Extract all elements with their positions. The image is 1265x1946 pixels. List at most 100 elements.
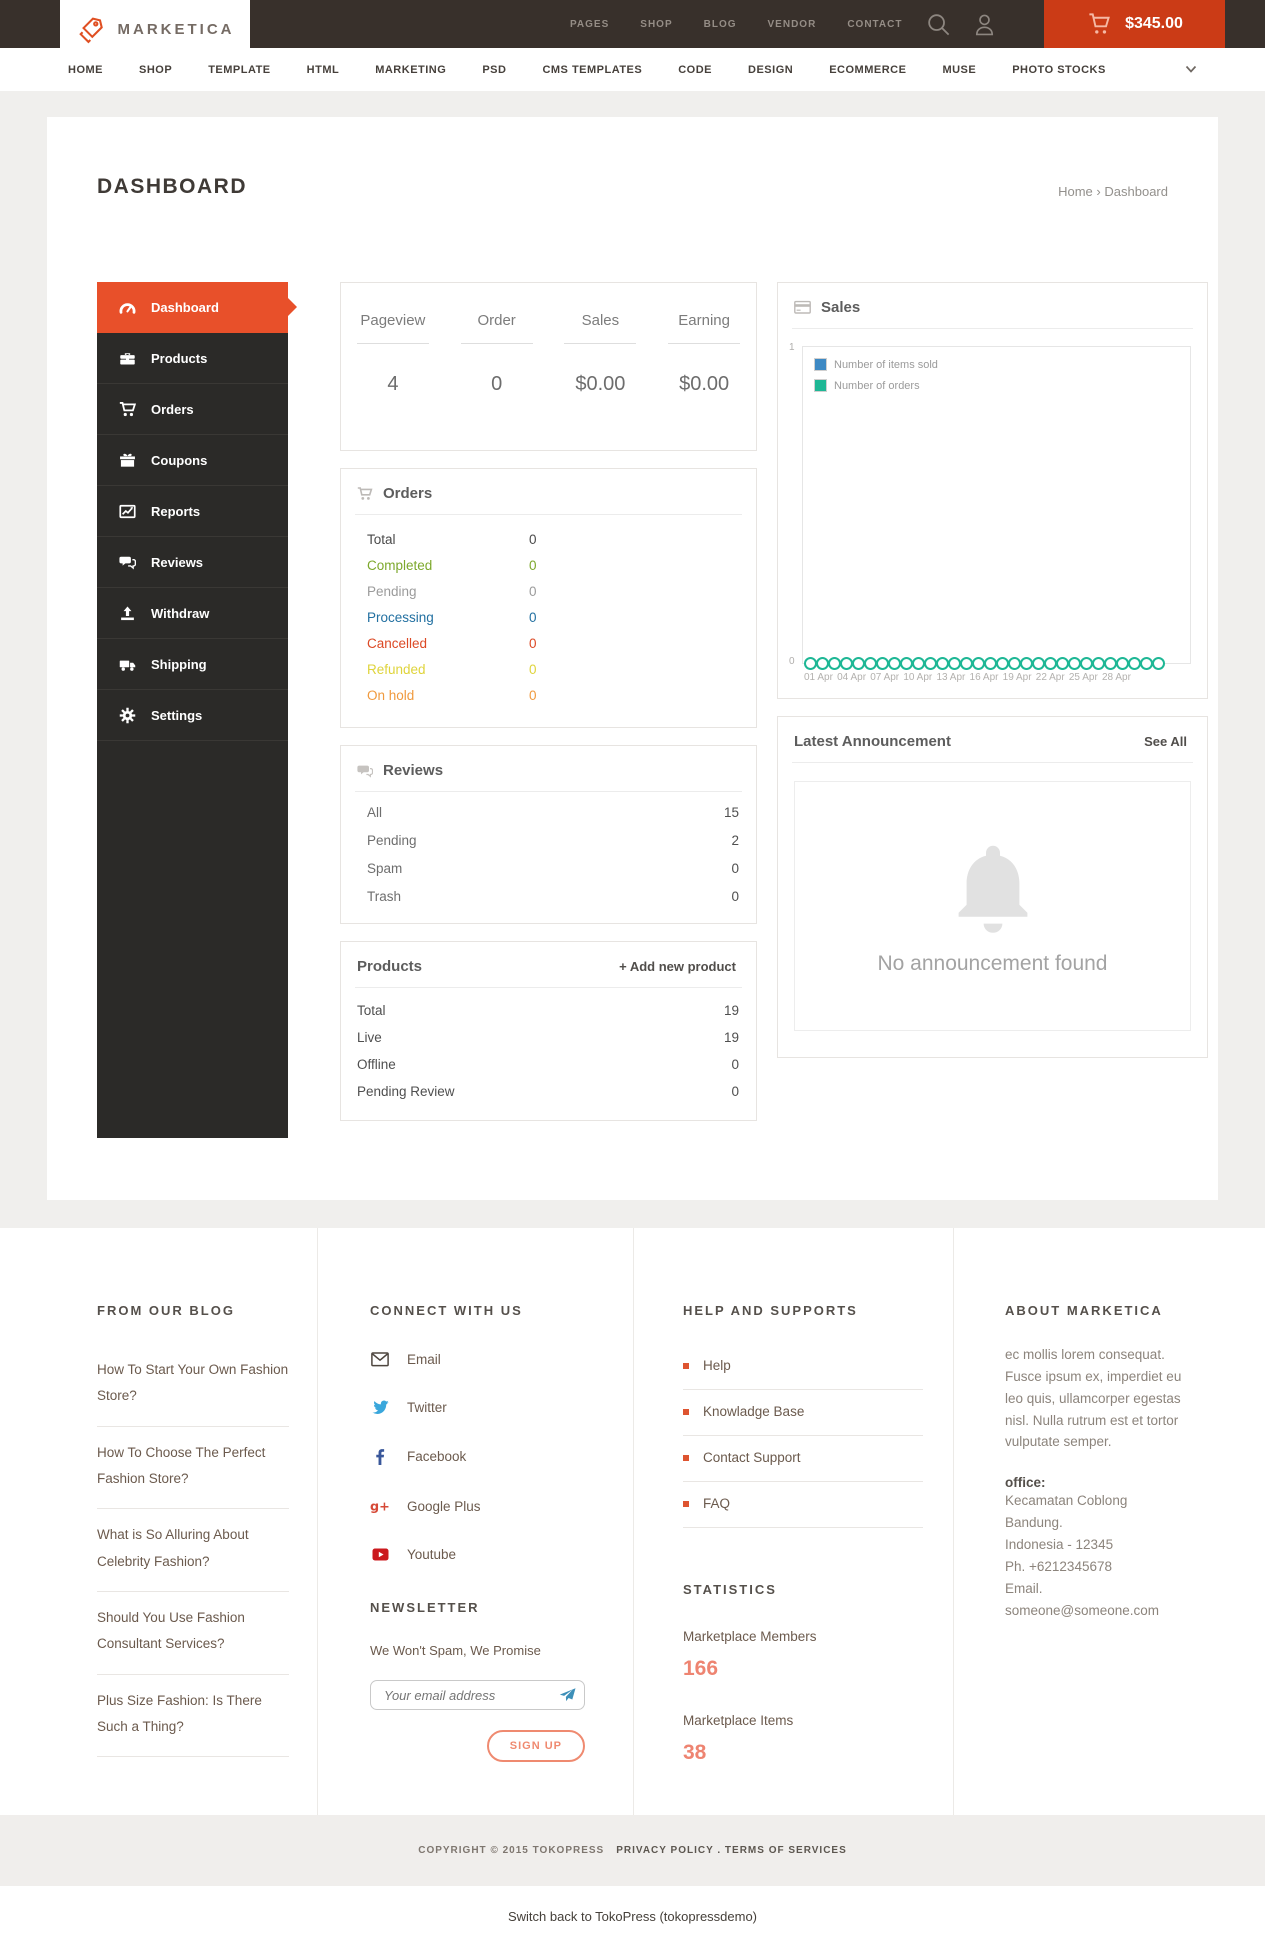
help-link[interactable]: Knowladge Base [683, 1390, 923, 1436]
nav-cms-templates[interactable]: CMS TEMPLATES [542, 63, 643, 76]
paper-plane-icon[interactable] [559, 1687, 576, 1703]
help-link[interactable]: Help [683, 1344, 923, 1390]
blog-post-link[interactable]: Should You Use Fashion Consultant Servic… [97, 1592, 289, 1675]
review-filter-row: Trash 0 [357, 886, 739, 907]
social-link-facebook[interactable]: Facebook [370, 1448, 603, 1465]
nav-design[interactable]: DESIGN [748, 63, 794, 76]
review-filter-link[interactable]: Spam [367, 861, 403, 876]
blog-post-link[interactable]: How To Start Your Own Fashion Store? [97, 1344, 289, 1427]
review-filter-link[interactable]: All [367, 805, 383, 820]
order-status-link[interactable]: Completed [367, 558, 433, 573]
stats-panel: Pageview 4 Order 0 Sales $0.00 [340, 282, 757, 451]
blog-post-link[interactable]: What is So Alluring About Celebrity Fash… [97, 1509, 289, 1592]
main-nav: HOME SHOP TEMPLATE HTML MARKETING PSD CM… [0, 48, 1265, 91]
social-link-twitter[interactable]: Twitter [370, 1400, 603, 1415]
blog-post-link[interactable]: Plus Size Fashion: Is There Such a Thing… [97, 1675, 289, 1758]
nav-marketing[interactable]: MARKETING [375, 63, 447, 76]
product-status-link[interactable]: Live [357, 1030, 382, 1045]
nav-muse[interactable]: MUSE [942, 63, 977, 76]
top-nav-blog[interactable]: BLOG [703, 18, 737, 30]
admin-bar: Switch back to TokoPress (tokopressdemo) [0, 1886, 1265, 1946]
nav-template[interactable]: TEMPLATE [208, 63, 271, 76]
sales-panel: Sales 1 0 Number of items sold [777, 282, 1208, 699]
user-icon[interactable] [972, 11, 997, 38]
order-status-link[interactable]: On hold [367, 688, 415, 703]
sidebar-item-dashboard[interactable]: Dashboard [97, 282, 297, 333]
order-status-count: 0 [529, 558, 537, 573]
order-status-row: Pending 0 [357, 579, 736, 605]
nav-ecommerce[interactable]: ECOMMERCE [829, 63, 907, 76]
sidebar-item-products[interactable]: Products [97, 333, 288, 384]
truck-icon [118, 656, 136, 673]
top-nav-contact[interactable]: CONTACT [847, 18, 903, 30]
order-status-link[interactable]: Processing [367, 610, 434, 625]
x-tick: 10 Apr [903, 672, 933, 683]
sidebar-item-reviews[interactable]: Reviews [97, 537, 288, 588]
chevron-down-icon[interactable] [1185, 65, 1197, 74]
newsletter-email-input[interactable] [370, 1680, 585, 1710]
footer-policy-links[interactable]: PRIVACY POLICY . TERMS OF SERVICES [616, 1845, 847, 1856]
brand-logo[interactable]: MARKETICA [60, 0, 250, 58]
stat-pageview: Pageview 4 [341, 312, 445, 450]
social-link-google-plus[interactable]: g+ Google Plus [370, 1498, 603, 1514]
top-nav-shop[interactable]: SHOP [640, 18, 673, 30]
nav-shop[interactable]: SHOP [139, 63, 173, 76]
sidebar-item-withdraw[interactable]: Withdraw [97, 588, 288, 639]
nav-home[interactable]: HOME [68, 63, 103, 76]
sidebar-item-coupons[interactable]: Coupons [97, 435, 288, 486]
product-status-row: Pending Review 0 [357, 1081, 739, 1102]
breadcrumb-home[interactable]: Home [1058, 184, 1093, 199]
review-filter-link[interactable]: Pending [367, 833, 417, 848]
stat-underline [564, 343, 637, 344]
newsletter-tagline: We Won't Spam, We Promise [370, 1643, 541, 1658]
order-status-link[interactable]: Pending [367, 584, 417, 599]
top-nav-vendor[interactable]: VENDOR [767, 18, 817, 30]
nav-code[interactable]: CODE [678, 63, 713, 76]
topbar-icons [925, 0, 997, 48]
sidebar-item-reports[interactable]: Reports [97, 486, 288, 537]
product-status-link[interactable]: Total [357, 1003, 386, 1018]
top-nav-pages[interactable]: PAGES [570, 18, 610, 30]
copyright-bar: COPYRIGHT © 2015 TOKOPRESS PRIVACY POLIC… [0, 1815, 1265, 1886]
order-status-count: 0 [529, 662, 537, 677]
add-new-product-link[interactable]: + Add new product [619, 959, 736, 974]
x-tick: 22 Apr [1035, 672, 1065, 683]
office-line: Ph. +6212345678 [1005, 1558, 1112, 1574]
sign-up-button[interactable]: SIGN UP [486, 1730, 585, 1762]
footer-heading: HELP AND SUPPORTS [683, 1303, 858, 1318]
office-email[interactable]: Email. someone@someone.com [1005, 1580, 1160, 1618]
order-status-link[interactable]: Cancelled [367, 636, 428, 651]
x-tick: 01 Apr [804, 672, 833, 683]
help-link[interactable]: FAQ [683, 1482, 923, 1528]
divider [792, 762, 1193, 763]
product-status-link[interactable]: Offline [357, 1057, 396, 1072]
social-label: Youtube [407, 1547, 457, 1562]
search-icon[interactable] [925, 11, 952, 38]
social-link-email[interactable]: Email [370, 1352, 603, 1367]
nav-html[interactable]: HTML [306, 63, 340, 76]
office-label: office: [1005, 1475, 1046, 1491]
see-all-link[interactable]: See All [1144, 734, 1187, 749]
review-count: 0 [731, 861, 739, 876]
bell-icon [945, 836, 1041, 936]
cart-button[interactable]: $345.00 [1044, 0, 1225, 48]
product-count: 0 [731, 1057, 739, 1072]
sidebar-item-settings[interactable]: Settings [97, 690, 288, 741]
help-link-label: Contact Support [703, 1450, 801, 1465]
nav-psd[interactable]: PSD [482, 63, 507, 76]
legend-swatch-green [814, 379, 827, 392]
sidebar-item-orders[interactable]: Orders [97, 384, 288, 435]
product-status-link[interactable]: Pending Review [357, 1084, 455, 1099]
help-link[interactable]: Contact Support [683, 1436, 923, 1482]
social-link-youtube[interactable]: Youtube [370, 1547, 603, 1562]
order-status-link[interactable]: Refunded [367, 662, 426, 677]
order-status-link[interactable]: Total [367, 532, 396, 547]
sidebar-item-shipping[interactable]: Shipping [97, 639, 288, 690]
switch-back-link[interactable]: Switch back to TokoPress (tokopressdemo) [507, 1908, 758, 1924]
review-filter-link[interactable]: Trash [367, 889, 402, 904]
nav-photo-stocks[interactable]: PHOTO STOCKS [1012, 63, 1106, 76]
empty-message: No announcement found [877, 952, 1108, 975]
blog-post-link[interactable]: How To Choose The Perfect Fashion Store? [97, 1427, 289, 1510]
footer-heading: ABOUT MARKETICA [1005, 1303, 1163, 1318]
stat-order: Order 0 [445, 312, 549, 450]
